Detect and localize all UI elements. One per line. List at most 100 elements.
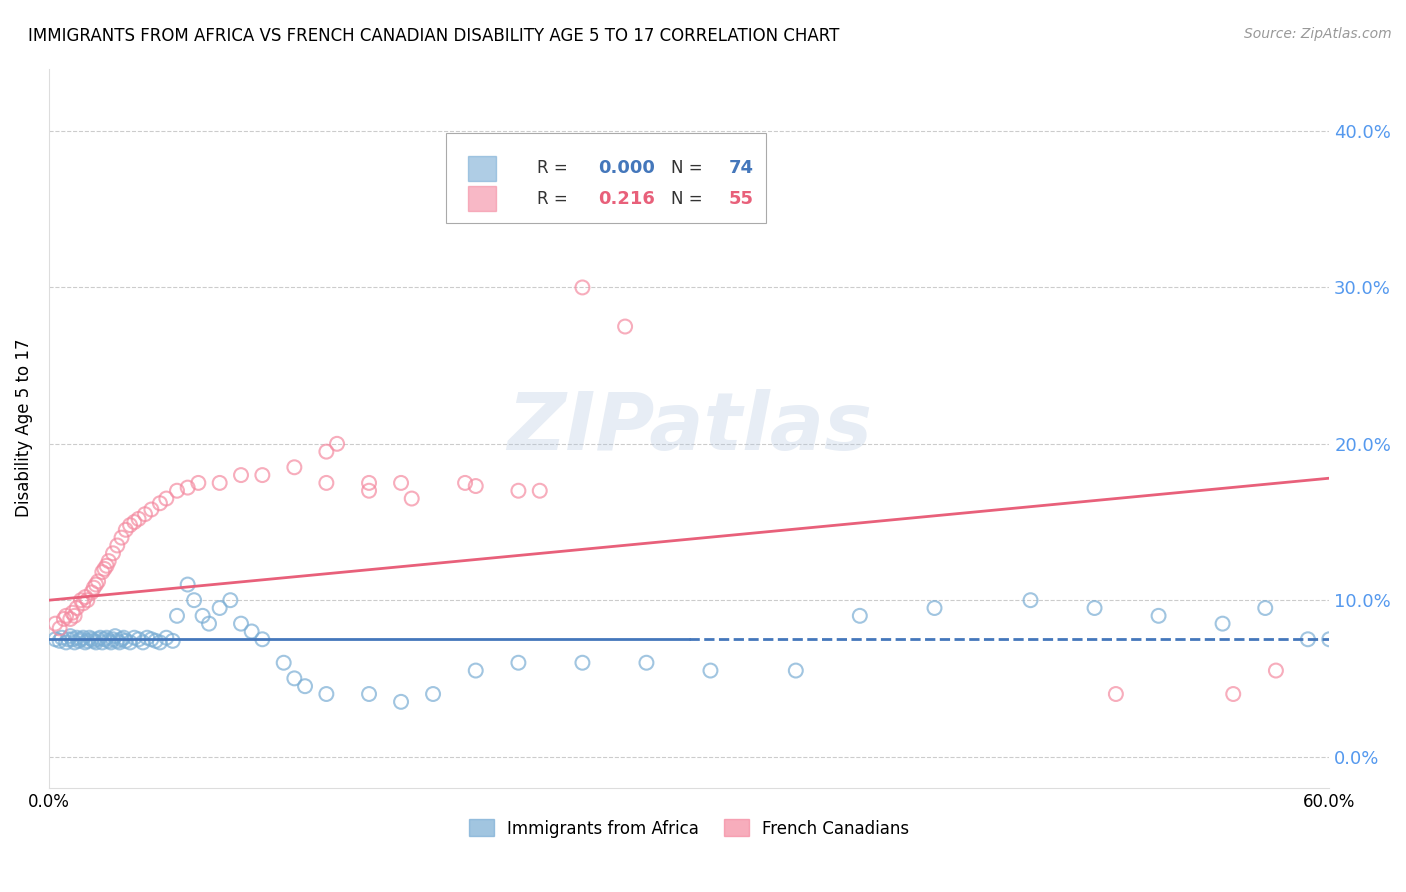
Point [187, 475, 209, 490]
Point [124, 631, 146, 645]
Point [240, 624, 263, 639]
Point [389, 695, 412, 709]
Point [79, 631, 101, 645]
Point [83, 581, 105, 595]
Point [1019, 593, 1042, 607]
Point [357, 483, 380, 498]
Point [141, 632, 163, 647]
Point [93, 562, 115, 576]
Point [636, 656, 658, 670]
Point [52, 612, 75, 626]
Point [110, 632, 132, 647]
Point [80, 632, 103, 647]
Point [785, 664, 807, 678]
Point [120, 635, 142, 649]
Point [96, 558, 118, 573]
Point [44, 616, 66, 631]
Text: R =: R = [537, 190, 572, 208]
Bar [468, 186, 496, 211]
Point [219, 593, 242, 607]
Point [63, 635, 86, 649]
Point [1222, 687, 1244, 701]
Point [128, 632, 150, 647]
Point [59, 612, 82, 626]
Point [678, 171, 700, 186]
Point [101, 632, 124, 647]
Point [529, 483, 551, 498]
Point [191, 608, 214, 623]
Text: Source: ZipAtlas.com: Source: ZipAtlas.com [1244, 27, 1392, 41]
Point [124, 515, 146, 529]
Point [72, 596, 94, 610]
Point [75, 635, 97, 649]
Point [849, 608, 872, 623]
Point [145, 633, 167, 648]
Point [401, 491, 423, 506]
Point [422, 687, 444, 701]
Point [315, 444, 337, 458]
Point [508, 483, 530, 498]
Point [1254, 601, 1277, 615]
Text: IMMIGRANTS FROM AFRICA VS FRENCH CANADIAN DISABILITY AGE 5 TO 17 CORRELATION CHA: IMMIGRANTS FROM AFRICA VS FRENCH CANADIA… [28, 27, 839, 45]
Point [326, 437, 349, 451]
Point [176, 577, 198, 591]
Point [132, 635, 155, 649]
Point [80, 585, 103, 599]
Point [252, 468, 274, 483]
Point [273, 656, 295, 670]
Point [56, 632, 79, 647]
Point [108, 635, 131, 649]
Point [84, 577, 107, 591]
FancyBboxPatch shape [446, 133, 766, 223]
Point [508, 656, 530, 670]
Point [315, 687, 337, 701]
Point [166, 608, 188, 623]
Text: R =: R = [537, 160, 572, 178]
Point [114, 523, 136, 537]
Point [62, 632, 84, 647]
Point [101, 546, 124, 560]
Point [1212, 616, 1234, 631]
Point [208, 475, 231, 490]
Legend: Immigrants from Africa, French Canadians: Immigrants from Africa, French Canadians [463, 813, 917, 844]
Point [76, 633, 98, 648]
Point [44, 632, 66, 647]
Point [136, 631, 159, 645]
Point [91, 635, 114, 649]
Point [66, 601, 89, 615]
Point [114, 633, 136, 648]
Point [66, 631, 89, 645]
Point [357, 475, 380, 490]
Point [48, 621, 70, 635]
Point [614, 319, 637, 334]
Point [93, 632, 115, 647]
Text: 0.216: 0.216 [598, 190, 655, 208]
Point [166, 483, 188, 498]
Point [75, 590, 97, 604]
Text: 55: 55 [728, 190, 754, 208]
Point [464, 664, 486, 678]
Point [83, 633, 105, 648]
Point [105, 633, 128, 648]
Point [134, 507, 156, 521]
Point [67, 633, 90, 648]
Point [62, 606, 84, 620]
Point [1264, 664, 1286, 678]
Point [464, 479, 486, 493]
Point [283, 460, 305, 475]
Point [59, 629, 82, 643]
Point [72, 631, 94, 645]
Text: N =: N = [671, 160, 709, 178]
Point [70, 632, 93, 647]
Point [120, 518, 142, 533]
Text: 0.000: 0.000 [598, 160, 655, 178]
Point [389, 475, 412, 490]
Text: ZIPatlas: ZIPatlas [506, 389, 872, 467]
Point [141, 502, 163, 516]
Point [97, 554, 120, 568]
Point [112, 631, 135, 645]
Point [208, 601, 231, 615]
Point [63, 608, 86, 623]
Bar [468, 156, 496, 181]
Point [55, 635, 77, 649]
